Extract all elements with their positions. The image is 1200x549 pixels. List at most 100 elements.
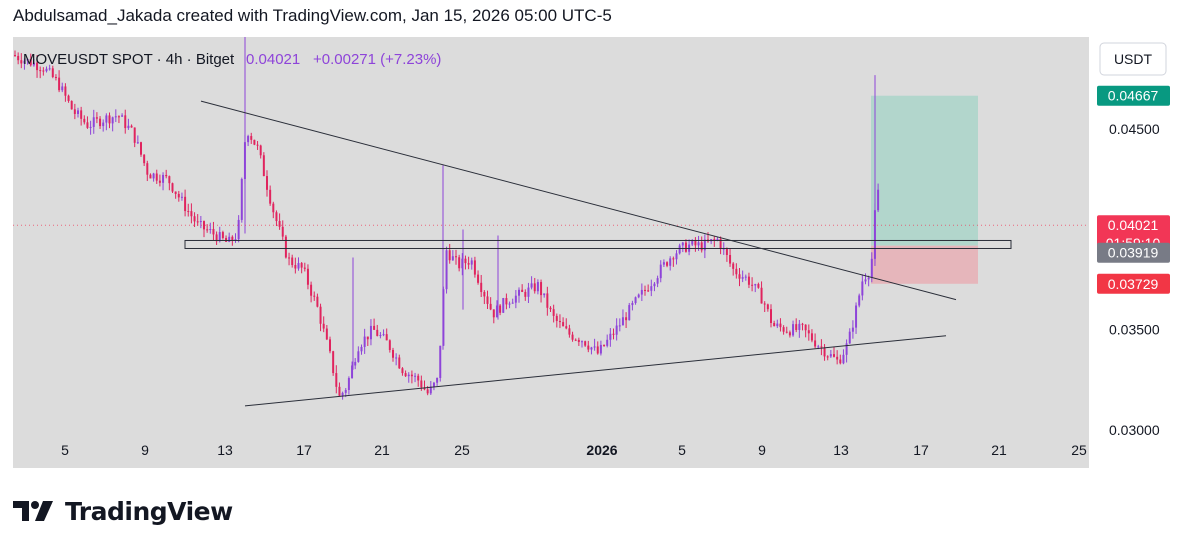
trendlines-group[interactable]: [13, 100, 1089, 407]
descending-trendline: [200, 100, 957, 301]
candle-down: [766, 304, 769, 310]
candle-down: [196, 221, 199, 223]
candle-down: [51, 68, 54, 77]
candle-up: [360, 346, 363, 352]
x-tick-label: 17: [296, 442, 312, 458]
candle-up: [606, 339, 609, 346]
current-price-label: 0.04021: [1108, 217, 1159, 233]
candle-down: [117, 116, 120, 118]
candle-up: [429, 386, 432, 394]
y-tick-label: 0.04500: [1109, 121, 1160, 137]
candle-down: [294, 265, 297, 269]
candle-up: [102, 122, 105, 127]
candle-down: [281, 226, 284, 237]
candle-down: [574, 339, 577, 341]
candle-down: [455, 256, 457, 258]
candle-down: [392, 349, 394, 358]
candle-down: [366, 336, 369, 340]
x-tick-label: 21: [991, 442, 1007, 458]
candle-down: [269, 189, 272, 204]
candle-down: [489, 303, 492, 310]
candle-up: [609, 333, 612, 340]
candle-up: [637, 294, 640, 298]
candle-down: [325, 328, 328, 340]
tradingview-brand[interactable]: TradingView: [13, 494, 233, 528]
candle-down: [795, 324, 798, 330]
candle-down: [719, 238, 722, 250]
candle-up: [297, 263, 300, 269]
position-zones[interactable]: [871, 95, 978, 284]
candle-up: [228, 236, 231, 242]
candle-down: [473, 260, 476, 275]
chart-credit: Abdulsamad_Jakada created with TradingVi…: [13, 6, 612, 25]
candle-up: [61, 86, 64, 91]
candle-up: [23, 60, 26, 64]
candle-down: [804, 324, 807, 331]
candle-up: [199, 221, 202, 223]
x-tick-label: 13: [833, 442, 849, 458]
candle-down: [83, 118, 86, 123]
stop-loss-zone: [871, 245, 978, 284]
candle-down: [67, 95, 70, 102]
candle-down: [225, 237, 228, 242]
currency-button[interactable]: USDT: [1099, 42, 1167, 76]
candle-up: [618, 325, 621, 327]
candle-down: [779, 323, 782, 328]
candle-down: [184, 196, 187, 212]
candle-down: [266, 176, 268, 190]
entry-price-label: 0.03919: [1108, 245, 1159, 261]
candle-down: [782, 327, 785, 332]
candle-up: [858, 295, 861, 306]
candle-down: [647, 290, 650, 292]
candle-down: [303, 267, 306, 269]
candle-up: [180, 196, 183, 198]
x-tick-label: 21: [374, 442, 390, 458]
candle-up: [536, 282, 539, 292]
candle-down: [155, 173, 158, 181]
candle-down: [193, 216, 196, 222]
candle-down: [596, 346, 599, 354]
candle-down: [410, 374, 413, 377]
x-tick-label: 25: [1071, 442, 1087, 458]
candle-down: [625, 317, 628, 321]
candle-up: [678, 245, 681, 254]
candle-down: [310, 284, 313, 296]
candle-down: [738, 274, 741, 279]
currency-label[interactable]: USDT: [1114, 51, 1153, 67]
candle-down: [770, 309, 772, 323]
candle-up: [581, 341, 583, 343]
price-chart[interactable]: 0.04500 0.03500 0.03000 5 9 13 17 21 25 2026 5 9 13…: [13, 37, 1189, 468]
candle-down: [700, 242, 703, 251]
candle-down: [747, 276, 750, 285]
candle-down: [533, 283, 536, 292]
candle-down: [568, 328, 571, 335]
candle-down: [836, 356, 839, 360]
candle-down: [140, 142, 142, 155]
candle-down: [275, 212, 278, 222]
chart-panel[interactable]: 0.04500 0.03500 0.03000 5 9 13 17 21 25 2026 5 9 13…: [13, 37, 1189, 468]
candle-up: [870, 258, 873, 278]
candle-down: [666, 262, 669, 266]
currency-button-frame[interactable]: [1099, 42, 1167, 76]
candle-up: [593, 346, 596, 348]
ascending-trendline: [244, 335, 947, 407]
candle-up: [162, 174, 165, 183]
candle-up: [92, 117, 95, 127]
candle-down: [483, 292, 486, 297]
candle-down: [332, 351, 335, 374]
candle-down: [322, 323, 325, 329]
candle-down: [262, 155, 265, 177]
candle-up: [744, 276, 747, 278]
candle-down: [684, 242, 687, 252]
candle-up: [681, 242, 684, 246]
candle-up: [414, 375, 417, 377]
stop-price-badge: [1097, 273, 1170, 294]
candle-up: [382, 334, 385, 336]
candle-up: [363, 336, 366, 347]
candle-up: [247, 136, 250, 143]
candle-down: [20, 60, 23, 64]
candle-down: [448, 250, 451, 261]
candle-down: [558, 320, 561, 323]
target-price-badge: [1097, 85, 1170, 106]
